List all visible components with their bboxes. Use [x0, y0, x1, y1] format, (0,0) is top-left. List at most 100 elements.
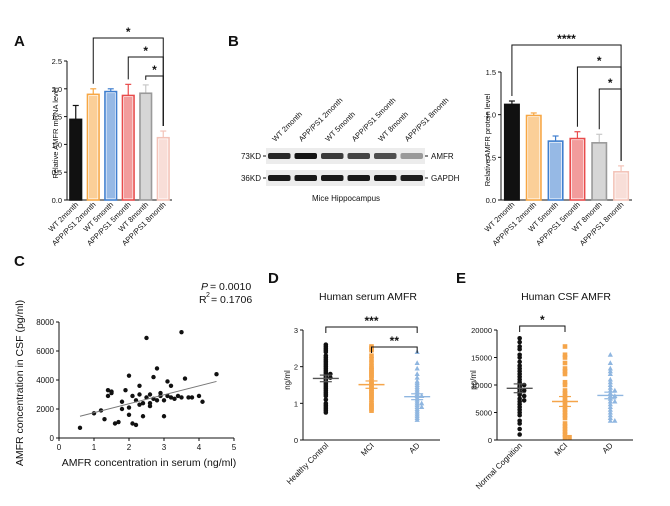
- panel-e-point: [521, 393, 527, 399]
- panel-b-ytick-label: 1.0: [486, 111, 496, 120]
- panel-d-point: [419, 404, 425, 409]
- panel-d-point: [323, 397, 329, 402]
- panel-c-point: [123, 387, 128, 393]
- blot-band: [347, 153, 370, 159]
- blot-lane-label: APP/PS1 2month: [297, 96, 345, 144]
- panel-e-point: [607, 406, 613, 412]
- blot-band: [400, 175, 423, 181]
- panel-c-p-prefix: P: [201, 281, 208, 293]
- panel-c-scatter: P = 0.0010 R 2 = 0.1706 AMFR concentrati…: [14, 281, 252, 469]
- blot-band: [268, 153, 291, 159]
- panel-a-ytick-label: 2.0: [52, 85, 62, 94]
- panel-c-ytick-label: 4000: [36, 376, 54, 385]
- panel-b-sig-star: ****: [557, 32, 576, 46]
- panel-d-point: [369, 375, 374, 380]
- western-blot: 73KD 36KD AMFR GAPDH Mice Hippocampus WT…: [241, 96, 460, 203]
- panel-a-bar-chart: Relative AMFR mRNA level 0.0 0.5 1.0 1.5 2.0…: [46, 25, 172, 248]
- panel-e-point: [517, 392, 522, 398]
- panel-c-point: [137, 402, 142, 407]
- panel-d-point: [369, 397, 374, 402]
- panel-a-ytick-label: 0.5: [52, 168, 62, 177]
- panel-d-ytick-label: 3: [294, 326, 298, 335]
- panel-a-ytick-label: 0.0: [52, 196, 62, 205]
- panel-e-point: [517, 335, 522, 341]
- panel-a-ytick-label: 2.5: [52, 57, 62, 66]
- panel-d-title: Human serum AMFR: [319, 291, 417, 303]
- panel-c-xtick-label: 2: [127, 443, 132, 452]
- panel-d-point: [414, 365, 420, 371]
- panel-c-point: [161, 398, 167, 403]
- panel-label-b: B: [228, 33, 239, 50]
- panel-c-point: [130, 393, 135, 399]
- panel-e-point: [562, 412, 568, 418]
- blot-membrane: [266, 148, 425, 164]
- panel-c-point: [133, 422, 139, 428]
- panel-c-point: [147, 392, 153, 397]
- panel-d-sig-bracket: [371, 346, 418, 353]
- panel-c-xlabel: AMFR concentration in serum (ng/ml): [62, 457, 236, 469]
- panel-e-xtick-label: MCI: [553, 441, 570, 458]
- panel-e-point: [612, 387, 618, 393]
- panel-c-ytick-label: 0: [50, 434, 55, 443]
- panel-a-ylabel: Relative AMFR mRNA level: [51, 87, 60, 179]
- panel-c-ytick-label: 8000: [36, 318, 54, 327]
- panel-c-r2-value: = 0.1706: [211, 294, 252, 306]
- panel-e-point: [521, 388, 527, 393]
- panel-d-scatter: Human serum AMFR ng/ml 0 1 2 3 Healthy Contr…: [283, 291, 440, 486]
- panel-c-xtick-label: 1: [92, 443, 97, 452]
- blot-lane-label: APP/PS1 5month: [350, 96, 398, 144]
- panel-e-point: [562, 371, 568, 377]
- panel-e-ytick-label: 0: [488, 436, 492, 445]
- panel-c-ytick-label: 2000: [36, 405, 54, 414]
- panel-e-point: [517, 346, 522, 352]
- panel-c-point: [165, 393, 170, 399]
- panel-d-point: [414, 371, 420, 376]
- panel-e-point: [517, 355, 522, 360]
- panel-a-sig-star: *: [152, 63, 157, 77]
- panel-c-point: [137, 383, 142, 388]
- blot-band: [347, 175, 370, 181]
- blot-kd-amfr: 73KD: [241, 152, 261, 161]
- panel-b-ytick-label: 0.0: [486, 196, 496, 205]
- blot-band: [374, 153, 397, 159]
- panel-c-point: [126, 373, 132, 378]
- panel-b-sig-star: *: [597, 54, 602, 68]
- panel-e-point: [607, 387, 613, 393]
- panel-b-bar: [503, 103, 520, 201]
- blot-band: [294, 153, 317, 159]
- panel-e-point: [517, 412, 522, 418]
- panel-b-bar-chart: Relative AMFR protein level 0.0 0.5 1.0 1.5…: [483, 32, 632, 248]
- panel-e-point: [562, 423, 568, 429]
- panel-c-xtick-label: 5: [232, 443, 237, 452]
- panel-e-sig-bracket: [519, 325, 566, 332]
- panel-e-point: [607, 351, 613, 357]
- panel-c-point: [200, 399, 205, 404]
- panel-c-ytick-label: 6000: [36, 347, 54, 356]
- panel-a-bar: [139, 92, 153, 201]
- panel-d-point: [323, 393, 329, 399]
- panel-c-point: [112, 421, 118, 426]
- panel-d-xtick-label: Healthy Control: [285, 441, 331, 487]
- panel-a-bar-fill: [123, 96, 133, 199]
- panel-e-point: [607, 404, 613, 409]
- panel-c-point: [161, 414, 167, 419]
- blot-band: [268, 175, 291, 181]
- panel-label-c: C: [14, 253, 25, 270]
- panel-d-point: [369, 360, 374, 366]
- blot-lane-label: APP/PS1 8month: [403, 96, 451, 144]
- panel-c-point: [147, 403, 153, 409]
- panel-e-point: [562, 355, 568, 360]
- panel-d-xtick-label: MCI: [359, 441, 376, 458]
- panel-d-ytick-label: 0: [294, 436, 298, 445]
- panel-e-point: [517, 426, 522, 432]
- panel-c-r2-superscript: 2: [206, 292, 210, 299]
- panel-d-ytick-label: 2: [294, 363, 298, 372]
- panel-c-point: [189, 395, 195, 400]
- panel-e-point: [562, 429, 568, 435]
- blot-band: [321, 175, 344, 181]
- blot-protein-gapdh: GAPDH: [431, 174, 460, 183]
- panel-d-point: [323, 349, 329, 355]
- panel-label-d: D: [268, 270, 279, 287]
- panel-c-point: [165, 379, 170, 384]
